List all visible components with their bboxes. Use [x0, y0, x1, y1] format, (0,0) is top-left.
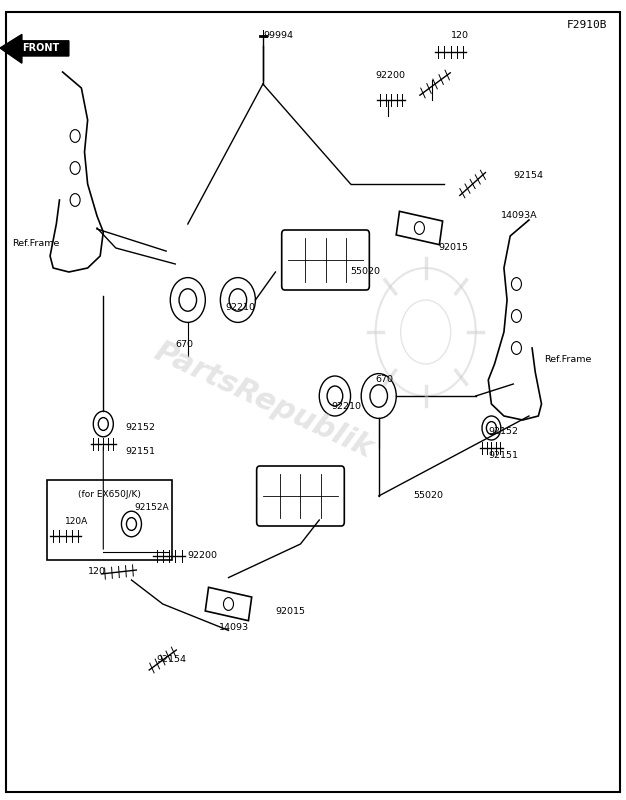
Text: 92154: 92154 [156, 655, 187, 665]
Text: 14093A: 14093A [501, 211, 538, 221]
Text: FRONT: FRONT [22, 43, 59, 53]
Text: 92015: 92015 [438, 243, 468, 253]
Text: F2910B: F2910B [567, 20, 607, 30]
Text: PartsRepublik: PartsRepublik [149, 337, 377, 463]
Bar [47, 480, 172, 560]
Text: 92015: 92015 [275, 607, 305, 617]
Text: 120: 120 [451, 31, 469, 41]
Text: 92200: 92200 [376, 71, 406, 81]
Text: 120A: 120A [64, 517, 88, 526]
Text: Ref.Frame: Ref.Frame [545, 355, 592, 365]
Text: Ref.Frame: Ref.Frame [13, 239, 60, 249]
Text: 92152: 92152 [488, 427, 518, 437]
Text: 92210: 92210 [332, 402, 362, 411]
Text: 92152A: 92152A [135, 503, 169, 513]
Text: 99994: 99994 [263, 31, 293, 41]
Text: 55020: 55020 [351, 267, 381, 277]
Text: 92151: 92151 [125, 447, 155, 457]
Text: 120: 120 [88, 567, 106, 577]
Text: 55020: 55020 [413, 491, 443, 501]
Text: 92154: 92154 [513, 171, 543, 181]
Text: 92200: 92200 [188, 551, 218, 561]
Text: 670: 670 [376, 375, 394, 385]
Polygon shape [0, 34, 69, 63]
Text: 14093: 14093 [219, 623, 249, 633]
Text: (for EX650J/K): (for EX650J/K) [78, 490, 141, 498]
Text: 670: 670 [175, 339, 193, 349]
Text: 92151: 92151 [488, 451, 518, 461]
Text: 92152: 92152 [125, 423, 155, 433]
Text: 92210: 92210 [225, 303, 255, 313]
